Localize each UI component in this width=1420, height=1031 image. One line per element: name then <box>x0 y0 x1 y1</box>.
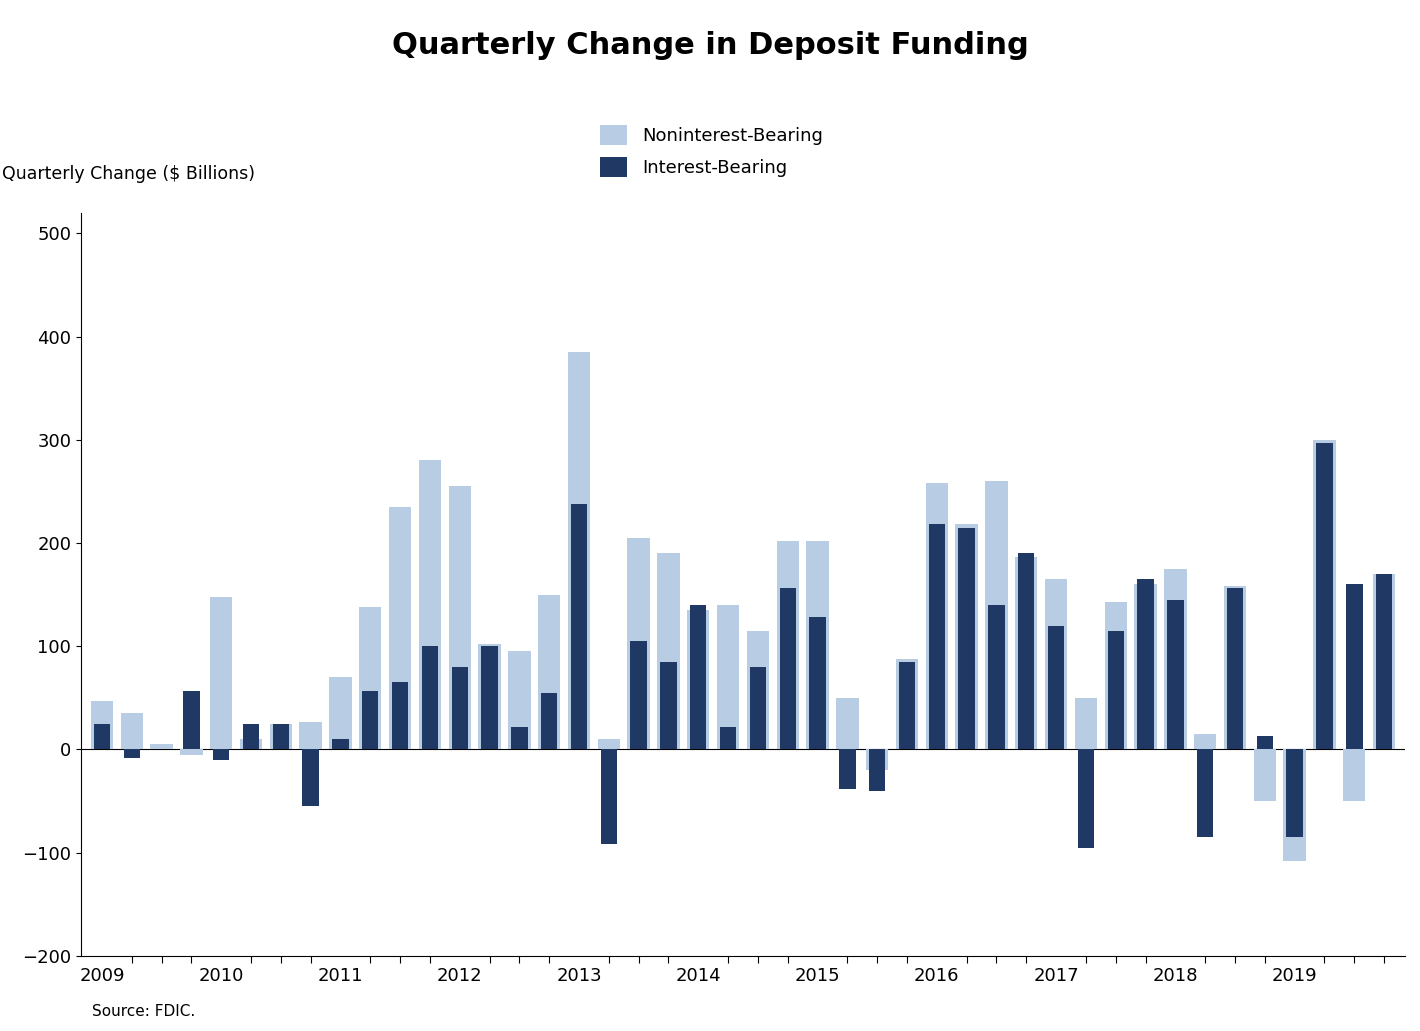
Bar <box>362 691 379 750</box>
Bar <box>389 507 412 750</box>
Bar <box>481 646 498 750</box>
Bar <box>1018 554 1035 750</box>
Legend: Noninterest-Bearing, Interest-Bearing: Noninterest-Bearing, Interest-Bearing <box>594 118 831 185</box>
Bar <box>1015 558 1038 750</box>
Bar <box>329 677 352 750</box>
Bar <box>899 662 916 750</box>
Bar <box>660 662 677 750</box>
Bar <box>1257 736 1274 750</box>
Bar <box>1314 440 1336 750</box>
Bar <box>747 631 770 750</box>
Bar <box>1284 750 1306 861</box>
Bar <box>243 724 260 750</box>
Bar <box>988 605 1005 750</box>
Bar <box>839 750 856 789</box>
Bar <box>151 744 173 750</box>
Bar <box>657 554 680 750</box>
Bar <box>449 487 471 750</box>
Bar <box>541 693 558 750</box>
Bar <box>1164 569 1187 750</box>
Bar <box>240 739 263 750</box>
Bar <box>1224 587 1247 750</box>
Bar <box>568 352 591 750</box>
Bar <box>1346 585 1363 750</box>
Bar <box>896 659 919 750</box>
Bar <box>359 607 382 750</box>
Bar <box>1048 626 1065 750</box>
Bar <box>777 541 799 750</box>
Bar <box>332 739 349 750</box>
Bar <box>929 525 946 750</box>
Bar <box>717 605 740 750</box>
Bar <box>419 461 442 750</box>
Bar <box>392 683 409 750</box>
Bar <box>601 750 618 844</box>
Bar <box>1343 750 1366 801</box>
Bar <box>124 750 141 758</box>
Bar <box>1194 734 1217 750</box>
Bar <box>1254 750 1277 801</box>
Bar <box>571 504 588 750</box>
Bar <box>300 722 322 750</box>
Bar <box>1075 698 1098 750</box>
Bar <box>1316 443 1333 750</box>
Bar <box>452 667 469 750</box>
Bar <box>538 595 561 750</box>
Bar <box>213 750 230 760</box>
Bar <box>1078 750 1095 847</box>
Bar <box>720 727 737 750</box>
Text: Quarterly Change in Deposit Funding: Quarterly Change in Deposit Funding <box>392 31 1028 60</box>
Bar <box>91 701 114 750</box>
Bar <box>1137 579 1154 750</box>
Bar <box>630 641 648 750</box>
Bar <box>479 644 501 750</box>
Bar <box>180 750 203 755</box>
Bar <box>690 605 707 750</box>
Bar <box>270 724 293 750</box>
Bar <box>1376 574 1393 750</box>
Bar <box>780 589 797 750</box>
Bar <box>1105 602 1127 750</box>
Bar <box>1045 579 1068 750</box>
Text: Source: FDIC.: Source: FDIC. <box>92 1003 196 1019</box>
Bar <box>273 724 290 750</box>
Bar <box>511 727 528 750</box>
Bar <box>422 646 439 750</box>
Bar <box>956 525 978 750</box>
Bar <box>1135 585 1157 750</box>
Bar <box>508 652 531 750</box>
Bar <box>628 538 650 750</box>
Bar <box>926 484 949 750</box>
Bar <box>1167 600 1184 750</box>
Bar <box>985 481 1008 750</box>
Bar <box>807 541 829 750</box>
Bar <box>869 750 886 791</box>
Bar <box>598 739 621 750</box>
Bar <box>1108 631 1125 750</box>
Bar <box>1197 750 1214 837</box>
Bar <box>1373 574 1396 750</box>
Bar <box>1287 750 1304 837</box>
Bar <box>809 618 826 750</box>
Bar <box>121 713 143 750</box>
Bar <box>1227 589 1244 750</box>
Bar <box>866 750 889 770</box>
Text: Quarterly Change ($ Billions): Quarterly Change ($ Billions) <box>1 165 254 182</box>
Bar <box>836 698 859 750</box>
Bar <box>94 724 111 750</box>
Bar <box>183 691 200 750</box>
Bar <box>750 667 767 750</box>
Bar <box>302 750 320 806</box>
Bar <box>687 610 710 750</box>
Bar <box>959 528 976 750</box>
Bar <box>210 597 233 750</box>
